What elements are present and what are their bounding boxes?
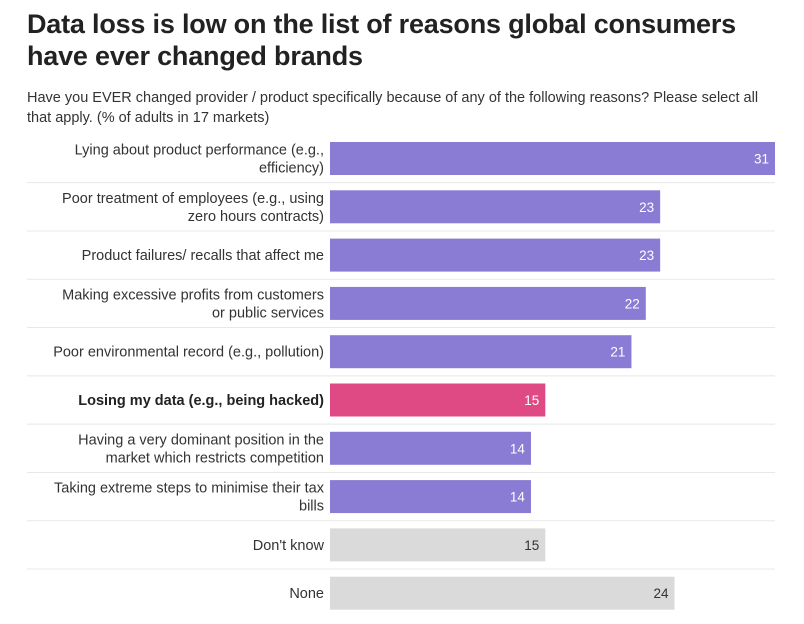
category-label: Don't know — [253, 538, 325, 554]
category-label: Poor treatment of employees (e.g., using — [62, 191, 324, 207]
category-label: Losing my data (e.g., being hacked) — [78, 393, 324, 409]
bar-value-label: 24 — [653, 586, 669, 601]
bar-value-label: 15 — [524, 538, 539, 553]
category-label: Lying about product performance (e.g., — [75, 143, 324, 159]
category-label: Product failures/ recalls that affect me — [82, 248, 324, 264]
category-label: Poor environmental record (e.g., polluti… — [53, 345, 324, 361]
bar — [330, 576, 675, 610]
bar-value-label: 23 — [639, 248, 654, 263]
bar-value-label: 21 — [610, 345, 625, 360]
bar — [330, 431, 531, 465]
category-label: efficiency) — [259, 161, 324, 177]
category-label: Taking extreme steps to minimise their t… — [54, 481, 325, 497]
bar — [330, 238, 661, 272]
bar-value-label: 15 — [524, 393, 539, 408]
bar — [330, 528, 546, 562]
category-label: market which restricts competition — [106, 450, 324, 466]
bar — [330, 480, 531, 514]
bar-value-label: 23 — [639, 200, 654, 215]
category-label: zero hours contracts) — [188, 209, 324, 225]
chart-subtitle: Have you EVER changed provider / product… — [27, 90, 759, 126]
chart-title: Data loss is low on the list of reasons … — [27, 9, 736, 71]
category-label: Having a very dominant position in the — [78, 432, 324, 448]
bar — [330, 335, 632, 369]
bar-value-label: 31 — [754, 152, 769, 167]
bar — [330, 286, 646, 320]
bar-value-label: 14 — [510, 490, 526, 505]
bar — [330, 190, 661, 224]
category-label: bills — [299, 499, 324, 515]
bar — [330, 142, 775, 175]
bar-value-label: 22 — [625, 296, 640, 311]
category-label: None — [289, 586, 324, 602]
bar-value-label: 14 — [510, 441, 526, 456]
category-label: or public services — [212, 305, 324, 321]
bar — [330, 383, 546, 417]
category-label: Making excessive profits from customers — [62, 287, 324, 303]
